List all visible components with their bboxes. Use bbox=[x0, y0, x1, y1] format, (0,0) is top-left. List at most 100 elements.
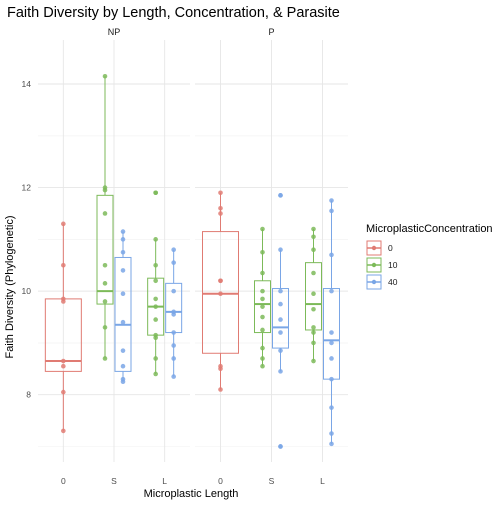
x-tick-label: L bbox=[162, 476, 167, 486]
x-axis-label: Microplastic Length bbox=[144, 488, 239, 500]
data-point bbox=[102, 356, 108, 361]
data-point bbox=[329, 330, 334, 335]
box bbox=[202, 231, 239, 354]
data-point bbox=[61, 262, 66, 268]
y-tick-label: 8 bbox=[26, 390, 31, 400]
data-point bbox=[218, 278, 223, 284]
x-tick-label: 0 bbox=[61, 476, 66, 486]
data-point bbox=[61, 363, 66, 369]
data-point bbox=[120, 363, 126, 369]
data-point bbox=[329, 356, 334, 361]
data-point bbox=[278, 288, 283, 294]
data-point bbox=[102, 281, 108, 286]
legend-key-point bbox=[371, 279, 377, 285]
data-point bbox=[61, 299, 66, 304]
data-point bbox=[260, 226, 265, 232]
data-point bbox=[218, 205, 223, 211]
data-point bbox=[260, 356, 265, 361]
data-point bbox=[171, 247, 176, 253]
data-point bbox=[171, 343, 176, 348]
data-point bbox=[120, 237, 126, 242]
data-point bbox=[260, 345, 265, 351]
data-point bbox=[153, 278, 158, 284]
data-point bbox=[171, 374, 176, 379]
data-point bbox=[120, 379, 126, 385]
data-point bbox=[329, 340, 334, 346]
legend-label: 40 bbox=[388, 277, 398, 287]
data-point bbox=[218, 211, 223, 216]
data-point bbox=[278, 317, 283, 322]
box bbox=[114, 256, 132, 372]
data-point bbox=[171, 260, 176, 265]
data-point bbox=[218, 190, 223, 196]
data-point bbox=[102, 325, 108, 330]
data-point bbox=[260, 304, 265, 309]
data-point bbox=[102, 187, 108, 193]
data-point bbox=[260, 288, 265, 294]
data-point bbox=[278, 369, 283, 374]
data-point bbox=[329, 252, 334, 258]
data-point bbox=[329, 431, 334, 436]
box bbox=[254, 280, 271, 334]
data-point bbox=[311, 291, 316, 297]
data-point bbox=[260, 249, 265, 255]
data-point bbox=[171, 312, 176, 317]
data-point bbox=[278, 301, 283, 307]
x-tick-label: S bbox=[269, 476, 275, 486]
data-point bbox=[120, 249, 126, 255]
data-point bbox=[329, 376, 334, 382]
facet-label: NP bbox=[108, 27, 121, 37]
data-point bbox=[329, 208, 334, 214]
data-point bbox=[171, 330, 176, 335]
legend-label: 0 bbox=[388, 243, 393, 253]
data-point bbox=[311, 234, 316, 240]
data-point bbox=[153, 371, 158, 377]
data-point bbox=[311, 358, 316, 364]
data-point bbox=[153, 237, 158, 242]
data-point bbox=[153, 335, 158, 341]
box bbox=[272, 288, 289, 349]
data-point bbox=[102, 262, 108, 268]
legend-title: MicroplasticConcentration bbox=[366, 223, 493, 235]
data-point bbox=[218, 291, 223, 297]
data-point bbox=[61, 389, 66, 395]
data-point bbox=[102, 299, 108, 304]
box bbox=[96, 194, 114, 305]
data-point bbox=[102, 73, 108, 79]
data-point bbox=[153, 304, 158, 309]
data-point bbox=[153, 262, 158, 268]
legend: 0 10 40 bbox=[366, 240, 398, 290]
data-point bbox=[260, 270, 265, 276]
data-point bbox=[311, 306, 316, 312]
data-point bbox=[153, 317, 158, 322]
data-point bbox=[120, 268, 126, 273]
data-point bbox=[260, 363, 265, 369]
data-point bbox=[278, 330, 283, 335]
y-tick-label: 12 bbox=[22, 183, 32, 193]
chart-title: Faith Diversity by Length, Concentration… bbox=[7, 5, 340, 21]
plot-layer: NP 0 S L P 0 S L 8 10 12 14 bbox=[22, 27, 348, 486]
y-tick-label: 10 bbox=[22, 286, 32, 296]
facet-label: P bbox=[268, 27, 274, 37]
data-point bbox=[61, 358, 66, 364]
legend-label: 10 bbox=[388, 260, 398, 270]
data-point bbox=[311, 247, 316, 253]
legend-key-point bbox=[371, 262, 377, 268]
data-point bbox=[153, 296, 158, 302]
data-point bbox=[120, 319, 126, 325]
data-point bbox=[120, 348, 126, 353]
data-point bbox=[260, 296, 265, 302]
data-point bbox=[278, 444, 283, 449]
data-point bbox=[153, 356, 158, 361]
data-point bbox=[260, 327, 265, 333]
data-point bbox=[218, 387, 223, 392]
data-point bbox=[120, 229, 126, 234]
data-point bbox=[278, 348, 283, 353]
data-point bbox=[218, 366, 223, 372]
data-point bbox=[61, 221, 66, 227]
box bbox=[305, 262, 322, 331]
data-point bbox=[278, 193, 283, 198]
x-tick-label: L bbox=[320, 476, 325, 486]
data-point bbox=[153, 190, 158, 196]
data-point bbox=[329, 405, 334, 410]
